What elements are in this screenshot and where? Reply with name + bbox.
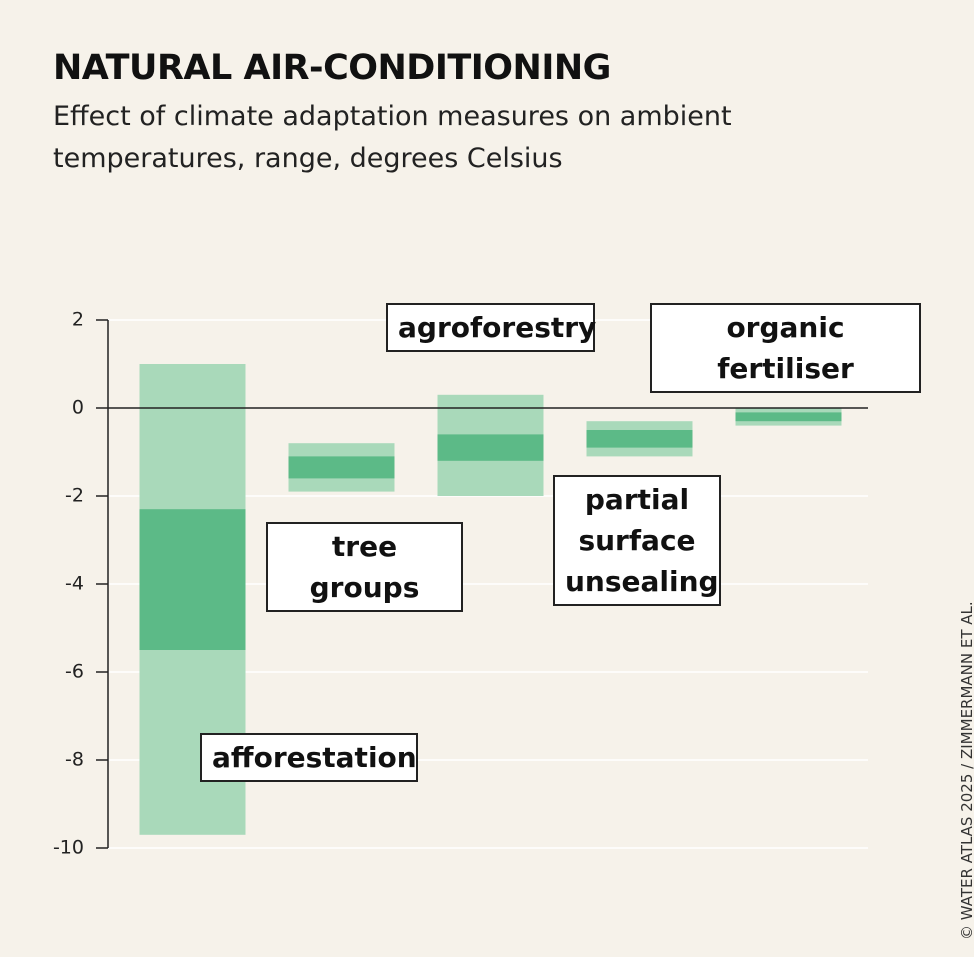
- category-label: agroforestry: [386, 303, 596, 352]
- category-label: organic fertiliser: [650, 303, 921, 393]
- y-tick-label: 0: [72, 397, 84, 419]
- y-tick-label: 2: [72, 309, 84, 331]
- category-label: afforestation: [200, 733, 418, 782]
- y-tick-label: -10: [53, 837, 84, 859]
- core-range-bar: [437, 434, 544, 461]
- y-tick-label: -4: [65, 573, 84, 595]
- core-range-bar: [288, 456, 395, 479]
- category-label: partial surface unsealing: [553, 475, 721, 606]
- y-tick-label: -6: [65, 661, 84, 683]
- chart-title: NATURAL AIR-CONDITIONING: [53, 48, 611, 88]
- chart-subtitle: Effect of climate adaptation measures on…: [53, 101, 732, 174]
- source-credit: © WATER ATLAS 2025 / ZIMMERMANN ET AL.: [958, 601, 974, 940]
- category-label: tree groups: [266, 522, 463, 612]
- core-range-bar: [586, 430, 693, 448]
- y-tick-label: -2: [65, 485, 84, 507]
- core-range-bar: [139, 509, 246, 650]
- core-range-bar: [735, 412, 842, 422]
- y-tick-label: -8: [65, 749, 84, 771]
